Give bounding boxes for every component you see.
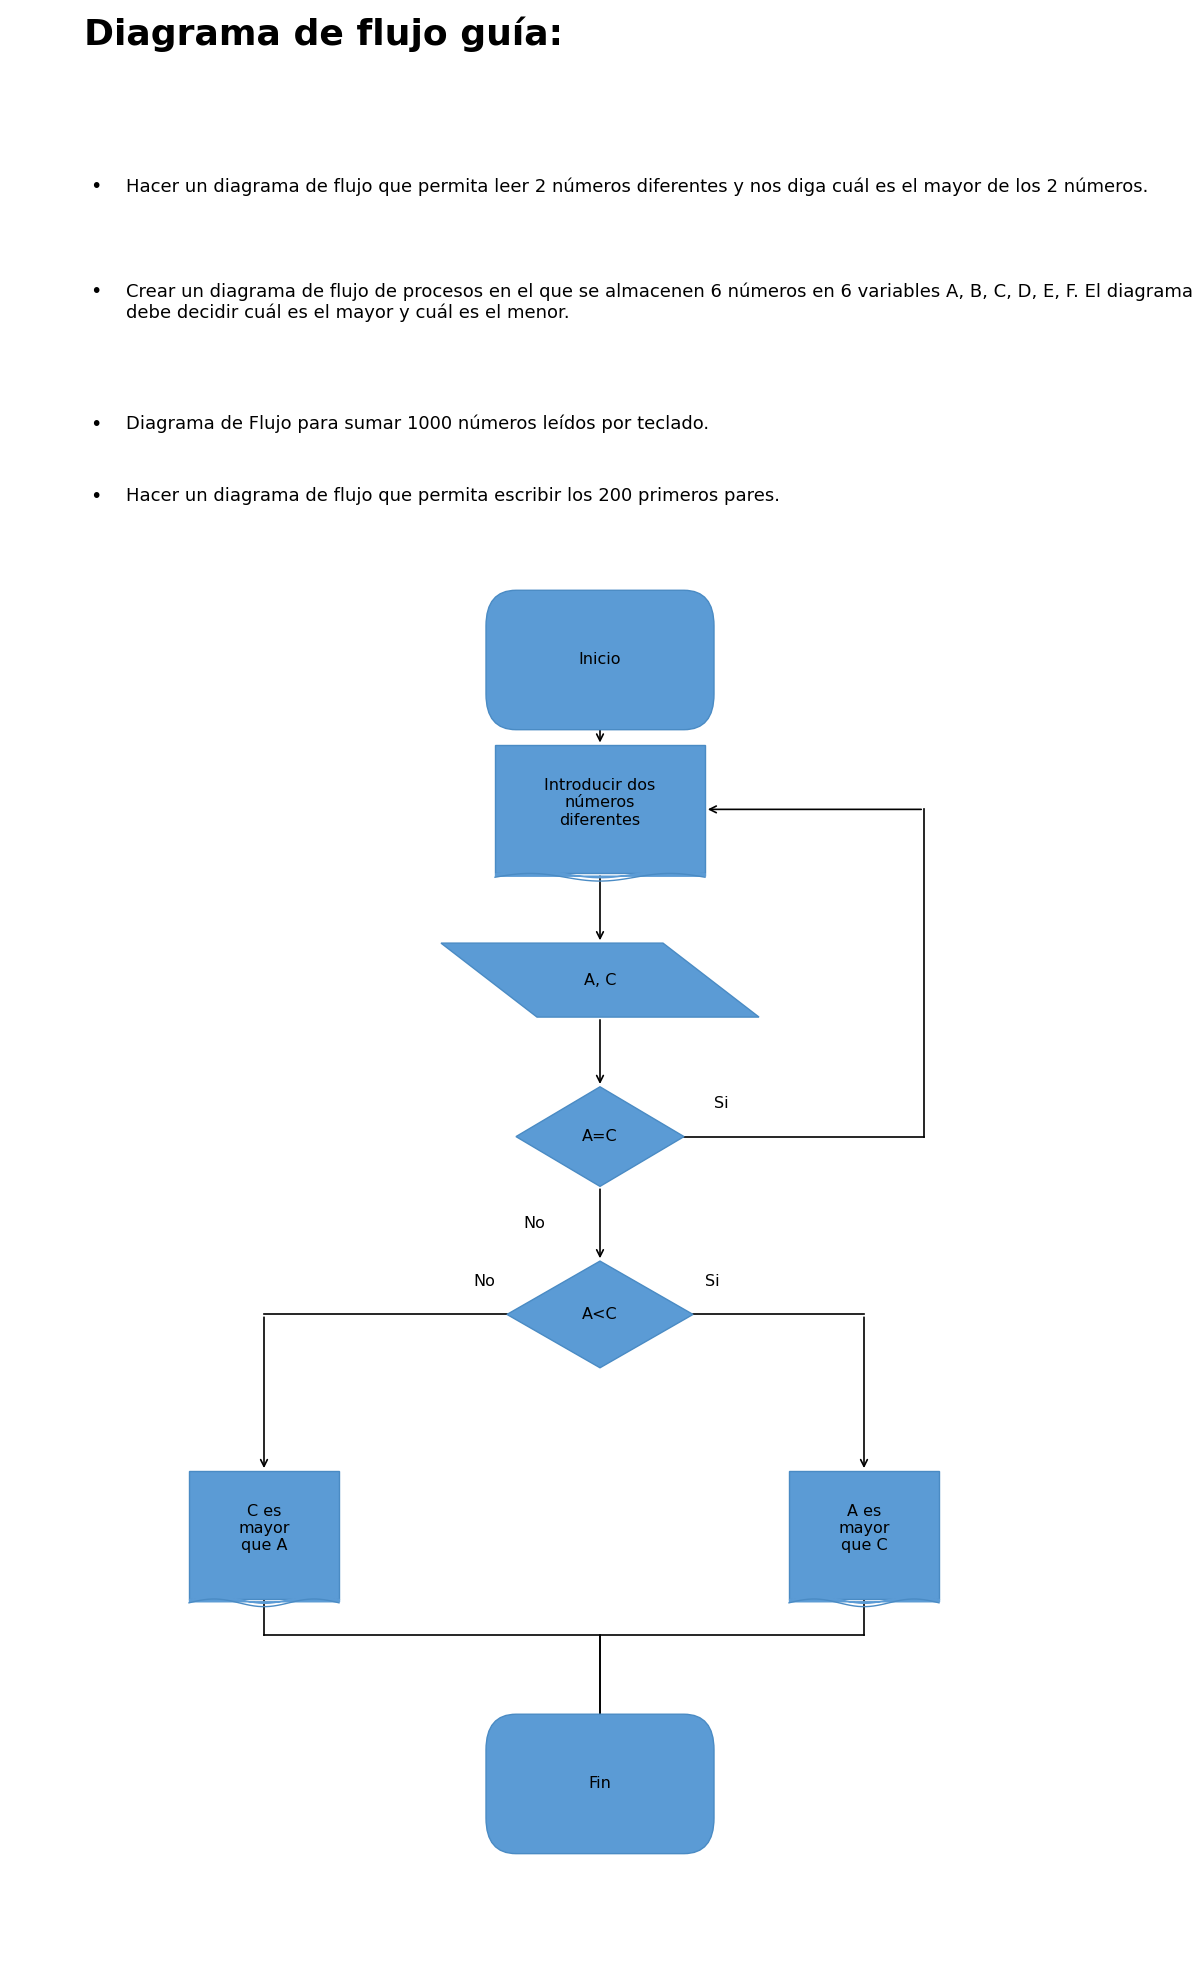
- Text: A<C: A<C: [582, 1306, 618, 1322]
- Text: •: •: [90, 283, 101, 300]
- Text: Si: Si: [706, 1275, 720, 1288]
- Bar: [790, 1470, 940, 1599]
- Text: A es
mayor
que C: A es mayor que C: [839, 1504, 889, 1553]
- Text: A, C: A, C: [584, 972, 616, 988]
- Text: Crear un diagrama de flujo de procesos en el que se almacenen 6 números en 6 var: Crear un diagrama de flujo de procesos e…: [126, 283, 1193, 322]
- Bar: [496, 745, 704, 873]
- Text: Si: Si: [714, 1097, 728, 1111]
- Polygon shape: [508, 1261, 694, 1367]
- FancyBboxPatch shape: [486, 1715, 714, 1853]
- Text: C es
mayor
que A: C es mayor que A: [239, 1504, 289, 1553]
- Text: Hacer un diagrama de flujo que permita escribir los 200 primeros pares.: Hacer un diagrama de flujo que permita e…: [126, 486, 780, 506]
- Text: Diagrama de flujo guía:: Diagrama de flujo guía:: [84, 16, 563, 51]
- Polygon shape: [442, 943, 760, 1018]
- Polygon shape: [516, 1087, 684, 1186]
- Text: A=C: A=C: [582, 1128, 618, 1144]
- Text: •: •: [90, 486, 101, 506]
- Text: Introducir dos
números
diferentes: Introducir dos números diferentes: [545, 779, 655, 828]
- Text: Hacer un diagrama de flujo que permita leer 2 números diferentes y nos diga cuál: Hacer un diagrama de flujo que permita l…: [126, 178, 1148, 196]
- FancyBboxPatch shape: [486, 591, 714, 729]
- Text: Fin: Fin: [588, 1776, 612, 1792]
- Text: •: •: [90, 415, 101, 435]
- Text: Inicio: Inicio: [578, 652, 622, 668]
- Text: No: No: [473, 1275, 496, 1288]
- Text: Diagrama de Flujo para sumar 1000 números leídos por teclado.: Diagrama de Flujo para sumar 1000 número…: [126, 415, 709, 433]
- Text: No: No: [523, 1217, 545, 1231]
- Text: •: •: [90, 178, 101, 196]
- Bar: [190, 1470, 340, 1599]
